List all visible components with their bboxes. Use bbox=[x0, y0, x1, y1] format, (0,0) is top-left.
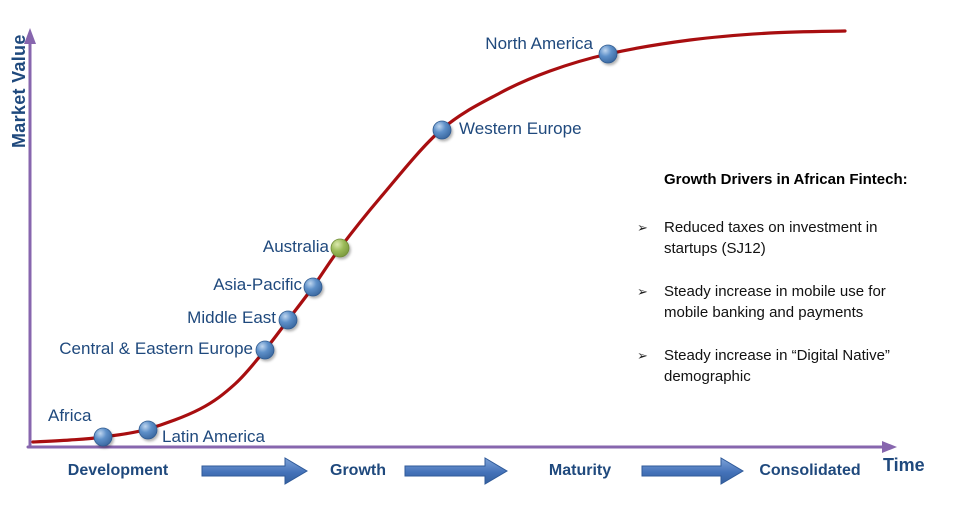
stage-label-maturity: Maturity bbox=[548, 462, 612, 479]
stage-label-consolidated: Consolidated bbox=[759, 462, 861, 479]
region-label-africa: Africa bbox=[48, 406, 92, 425]
bullet-text: Steady increase in mobile use for mobile… bbox=[664, 283, 886, 321]
data-point-latin-america bbox=[138, 420, 158, 440]
bullet-arrow-icon: ➢ bbox=[637, 284, 648, 299]
y-axis-arrowhead-icon bbox=[24, 28, 36, 44]
data-point-asia-pacific bbox=[303, 277, 323, 297]
x-axis-arrowhead-icon bbox=[882, 441, 897, 453]
region-label-asia-pacific: Asia-Pacific bbox=[213, 275, 302, 294]
data-point-central-eastern-europe bbox=[255, 340, 275, 360]
data-point-western-europe bbox=[432, 120, 452, 140]
bullet-arrow-icon: ➢ bbox=[637, 220, 648, 235]
growth-drivers-panel: Growth Drivers in African Fintech: ➢ Red… bbox=[637, 171, 929, 409]
stage-label-growth: Growth bbox=[330, 462, 386, 479]
panel-title: Growth Drivers in African Fintech: bbox=[664, 171, 908, 188]
bullet-item: ➢ Steady increase in mobile use for mobi… bbox=[637, 281, 929, 323]
y-axis-label: Market Value bbox=[9, 34, 29, 148]
stage-label-development: Development bbox=[67, 462, 169, 479]
data-point-australia bbox=[330, 238, 350, 258]
stage-arrow-icon bbox=[641, 457, 744, 485]
region-label-central-eastern-europe: Central & Eastern Europe bbox=[59, 339, 253, 358]
x-axis-label: Time bbox=[883, 455, 925, 475]
bullet-text: Steady increase in “Digital Native” demo… bbox=[664, 347, 890, 385]
bullet-text: Reduced taxes on investment in startups … bbox=[664, 219, 878, 257]
data-point-middle-east bbox=[278, 310, 298, 330]
region-label-north-america: North America bbox=[485, 34, 593, 53]
bullet-item: ➢ Steady increase in “Digital Native” de… bbox=[637, 345, 929, 387]
region-label-middle-east: Middle East bbox=[187, 308, 276, 327]
bullet-arrow-icon: ➢ bbox=[637, 348, 648, 363]
region-label-western-europe: Western Europe bbox=[459, 119, 582, 138]
stage-arrow-icon bbox=[201, 457, 308, 485]
data-point-north-america bbox=[598, 44, 618, 64]
data-point-africa bbox=[93, 427, 113, 447]
region-label-australia: Australia bbox=[262, 237, 329, 256]
region-label-latin-america: Latin America bbox=[162, 427, 265, 446]
bullet-item: ➢ Reduced taxes on investment in startup… bbox=[637, 217, 929, 259]
stage-arrow-icon bbox=[404, 457, 508, 485]
